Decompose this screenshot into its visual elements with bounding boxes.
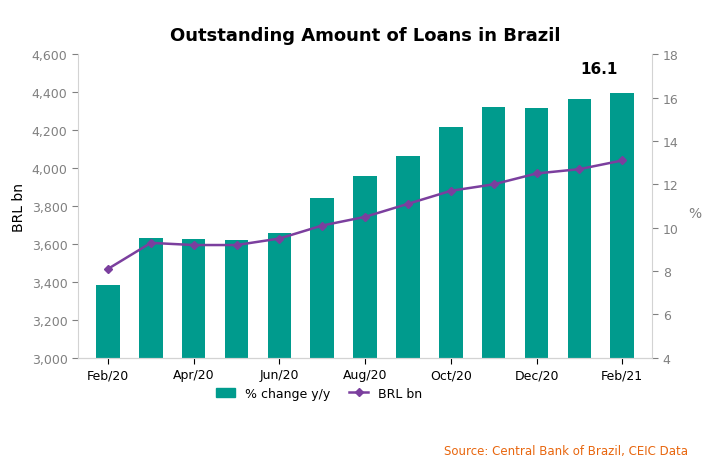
Bar (225, 240, 248, 459)
Bar (525, 108, 548, 459)
Title: Outstanding Amount of Loans in Brazil: Outstanding Amount of Loans in Brazil (170, 27, 560, 45)
Bar (96, 285, 120, 459)
Bar (610, 94, 634, 459)
Text: 16.1: 16.1 (580, 62, 618, 77)
Text: Source: Central Bank of Brazil, CEIC Data: Source: Central Bank of Brazil, CEIC Dat… (444, 444, 688, 457)
Y-axis label: %: % (688, 207, 702, 220)
Bar (568, 100, 591, 459)
Bar (396, 157, 420, 459)
Bar (353, 176, 377, 459)
Bar (311, 199, 334, 459)
Bar (482, 108, 506, 459)
Bar (267, 234, 291, 459)
Legend: % change y/y, BRL bn: % change y/y, BRL bn (211, 382, 427, 405)
Bar (182, 239, 206, 459)
Bar (439, 128, 463, 459)
Bar (139, 239, 162, 459)
Y-axis label: BRL bn: BRL bn (12, 182, 26, 231)
